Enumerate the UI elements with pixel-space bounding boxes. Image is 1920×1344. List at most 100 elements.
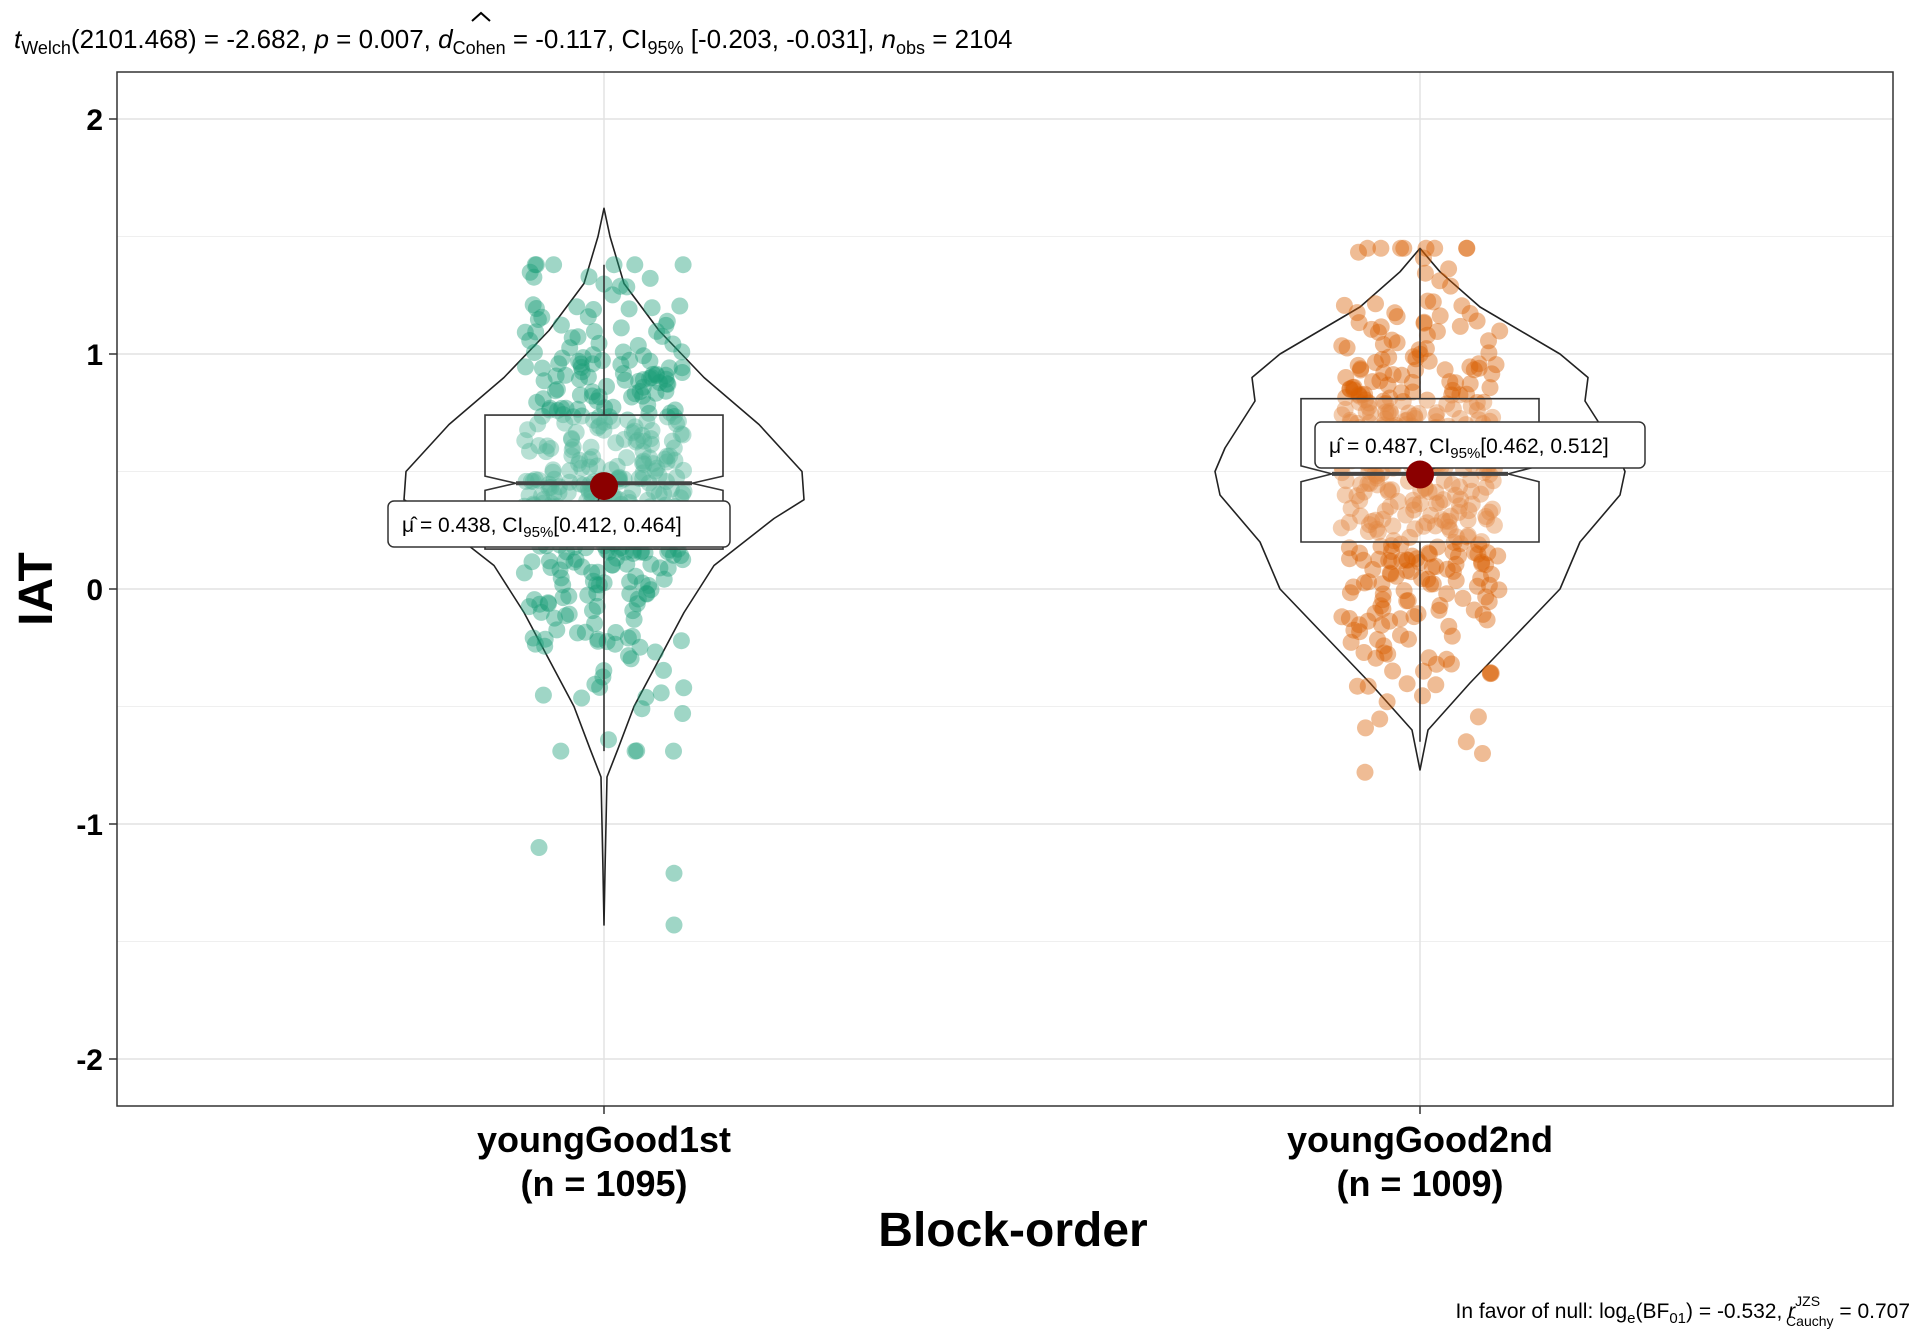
data-point [600, 408, 618, 426]
data-point [1349, 356, 1367, 374]
data-point [1465, 361, 1483, 379]
data-point [633, 700, 651, 718]
data-point [1428, 323, 1446, 340]
data-point [1379, 481, 1397, 499]
data-point [1485, 516, 1503, 534]
data-point [1337, 369, 1355, 386]
data-point [1342, 499, 1360, 517]
data-point [665, 408, 683, 425]
data-point [634, 442, 652, 460]
data-point [1479, 544, 1497, 562]
data-point [1360, 398, 1378, 416]
data-point [1366, 604, 1384, 622]
data-point [1440, 617, 1458, 635]
data-point [621, 351, 639, 369]
data-point [1420, 649, 1438, 667]
data-point [1427, 483, 1445, 501]
data-point [1484, 500, 1501, 518]
data-point [1427, 676, 1445, 694]
data-point [584, 572, 602, 590]
data-point [1451, 317, 1469, 335]
data-point [521, 263, 539, 281]
data-point [553, 349, 571, 367]
data-point [1373, 350, 1391, 368]
data-point [588, 597, 606, 615]
data-point [1352, 476, 1370, 494]
data-point [630, 372, 648, 390]
data-point [675, 482, 693, 500]
data-point [664, 335, 682, 353]
data-point [1372, 597, 1390, 615]
data-point [1354, 551, 1372, 569]
data-point [1484, 472, 1502, 490]
mean-symbol: μ̂ [402, 514, 418, 537]
data-point [639, 396, 657, 414]
data-point [1403, 547, 1421, 565]
data-point [572, 355, 590, 373]
data-point [1393, 366, 1411, 384]
data-point [626, 418, 644, 436]
data-point [621, 585, 639, 603]
data-point [1399, 551, 1417, 569]
data-point [1366, 354, 1384, 371]
data-point [1443, 627, 1461, 645]
data-point [584, 346, 602, 364]
data-point [1384, 517, 1402, 535]
data-point [1340, 539, 1358, 557]
data-point [544, 463, 562, 481]
d-hat-symbol [471, 11, 491, 22]
data-point [584, 448, 602, 466]
data-point [1392, 535, 1410, 553]
data-point [1447, 374, 1465, 392]
data-point [586, 675, 604, 693]
data-point [552, 569, 570, 587]
data-point [615, 430, 633, 448]
data-point [564, 438, 582, 456]
data-point [629, 337, 647, 354]
data-point [646, 462, 664, 480]
data-point [647, 365, 665, 383]
data-point [644, 365, 662, 383]
data-point [1470, 359, 1488, 377]
data-point [554, 589, 572, 607]
data-point [631, 383, 649, 400]
data-point [1420, 352, 1438, 370]
data-point [529, 415, 547, 433]
data-point [1359, 612, 1377, 630]
data-point [580, 268, 598, 286]
data-point [1403, 373, 1421, 391]
data-point [1351, 387, 1369, 405]
data-point [1384, 366, 1402, 384]
data-point [1394, 393, 1412, 410]
data-point [1345, 621, 1363, 639]
data-point [625, 610, 643, 628]
data-point [554, 576, 572, 594]
data-point [1430, 601, 1448, 619]
data-point [563, 447, 581, 465]
data-point [1345, 381, 1363, 399]
data-point [1367, 649, 1385, 667]
data-point [1468, 312, 1486, 330]
data-point [1419, 292, 1437, 310]
data-point [673, 364, 691, 381]
y-axis-title: IAT [10, 552, 63, 626]
data-point [1333, 406, 1351, 424]
data-point [1398, 551, 1416, 569]
data-point [1410, 405, 1428, 422]
data-point [1480, 344, 1498, 362]
data-point [1381, 612, 1399, 630]
data-point [1431, 494, 1449, 512]
data-point [641, 269, 659, 287]
data-point [1469, 545, 1487, 563]
data-point [516, 323, 534, 341]
data-point [665, 864, 683, 882]
data-point [589, 563, 607, 581]
y-tick-label: -2 [76, 1044, 103, 1077]
data-point [533, 487, 551, 505]
data-point [1341, 584, 1359, 602]
data-point [1350, 314, 1368, 332]
data-point [1440, 260, 1458, 278]
data-point [515, 564, 533, 582]
data-point [1440, 512, 1458, 530]
data-point [644, 455, 662, 473]
